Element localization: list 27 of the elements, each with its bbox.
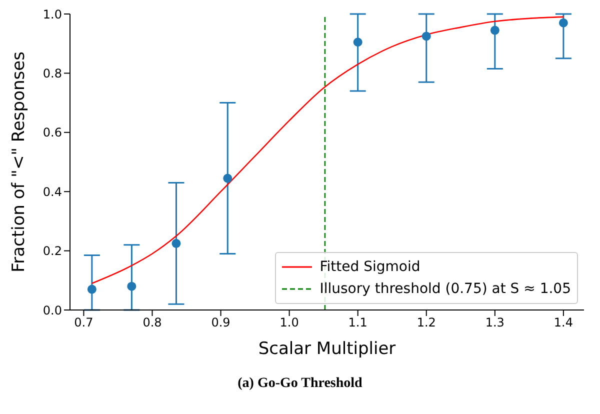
y-tick-label: 0.2 (42, 244, 62, 258)
x-tick-label: 1.2 (416, 316, 436, 330)
text: (a) Go-Go Threshold (236, 376, 364, 392)
y-tick-label: 0.0 (42, 303, 62, 318)
point (558, 18, 568, 28)
x-tick-label: 1.1 (348, 316, 368, 330)
y-tick-label: 0.8 (42, 66, 62, 80)
point (87, 284, 96, 294)
x-tick-label: 1.0 (280, 316, 299, 330)
x-tick-label: 1.4 (554, 316, 573, 330)
y-axis-title: Fraction of "<" Responses (9, 51, 30, 272)
point (353, 38, 362, 47)
point (490, 26, 500, 35)
x-tick-label: 0.9 (211, 316, 230, 330)
y-tick-label: 0.6 (42, 126, 62, 140)
x-axis-title: Scalar Multiplier (258, 339, 396, 359)
legend-label: Fitted Sigmoid (320, 258, 420, 277)
point (422, 32, 431, 41)
point (223, 174, 232, 183)
point (127, 282, 136, 291)
point (172, 238, 181, 248)
x-tick-label: 0.7 (74, 316, 94, 330)
x-tick-label: 1.3 (485, 316, 504, 330)
y-tick-label: 0.4 (42, 184, 62, 199)
x-tick-label: 0.8 (142, 316, 162, 330)
y-tick-label: 1.0 (42, 7, 62, 22)
ref-line-label: Illusory threshold (0.75) at S ≈ 1.05 (320, 280, 571, 299)
